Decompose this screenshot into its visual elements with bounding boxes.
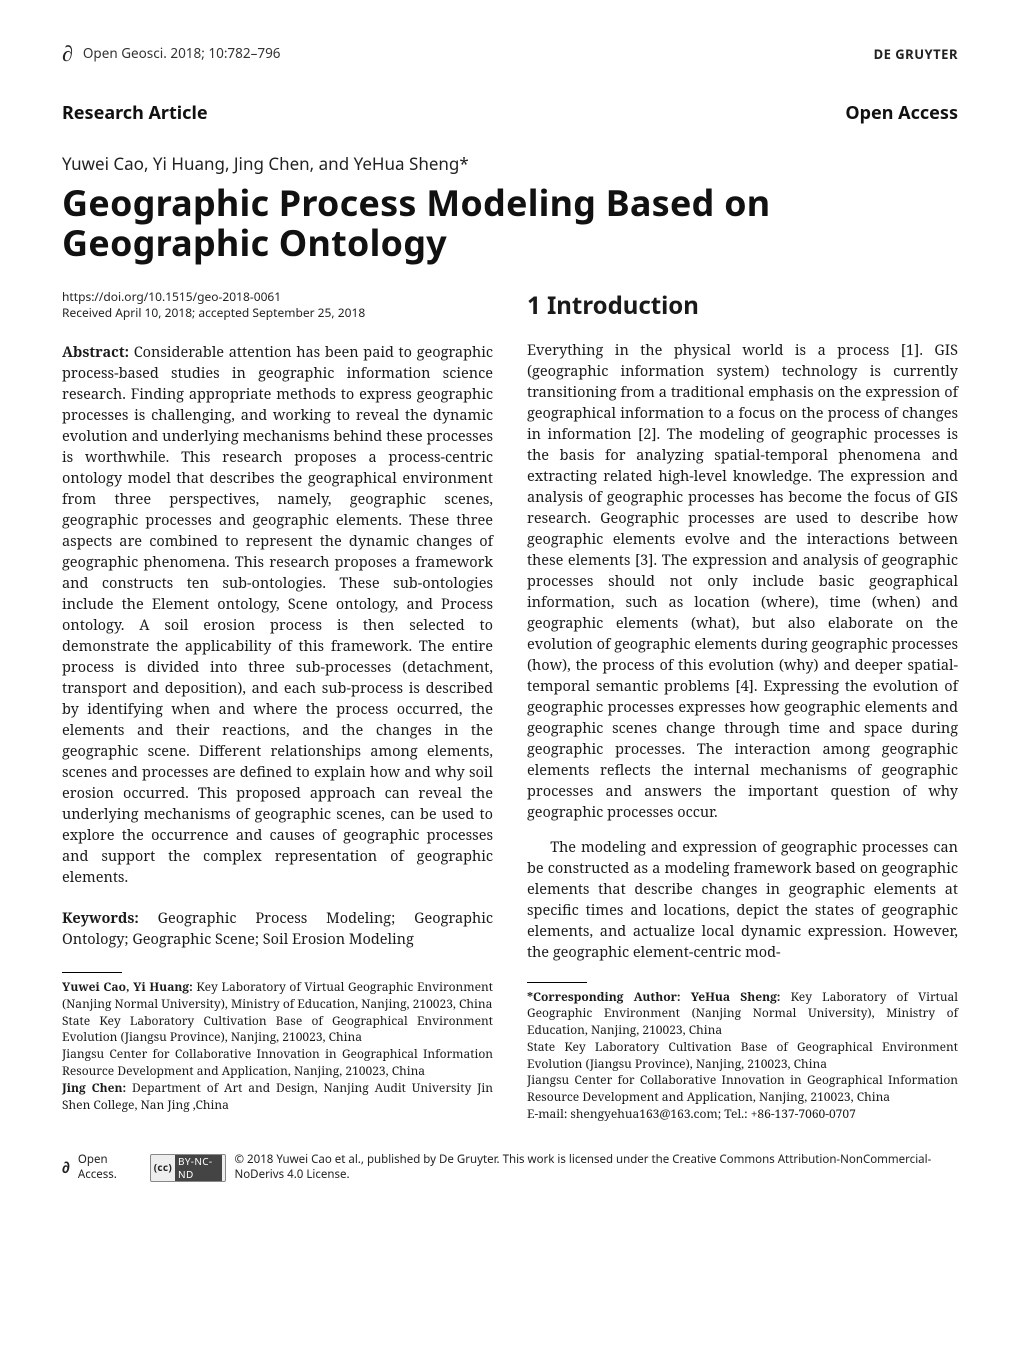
header-left: ∂ Open Geosci. 2018; 10:782–796 bbox=[62, 38, 281, 70]
affil-entry: Yuwei Cao, Yi Huang: Key Laboratory of V… bbox=[62, 979, 493, 1013]
affil-rule bbox=[62, 972, 122, 973]
open-access-text: Open Access. bbox=[78, 1153, 142, 1183]
affiliations-left: Yuwei Cao, Yi Huang: Key Laboratory of V… bbox=[62, 979, 493, 1113]
abstract-text: Considerable attention has been paid to … bbox=[62, 342, 493, 887]
affil-author-name: Jing Chen: bbox=[62, 1079, 126, 1096]
cc-terms: BY-NC-ND bbox=[175, 1155, 222, 1181]
left-column: https://doi.org/10.1515/geo-2018-0061 Re… bbox=[62, 289, 493, 1123]
journal-citation: Open Geosci. 2018; 10:782–796 bbox=[83, 44, 281, 64]
body-paragraph: Everything in the physical world is a pr… bbox=[527, 340, 958, 823]
abstract-label: Abstract: bbox=[62, 342, 129, 362]
affil-text: Department of Art and Design, Nanjing Au… bbox=[62, 1079, 493, 1113]
affil-author-name: Yuwei Cao, Yi Huang: bbox=[62, 978, 193, 995]
keywords: Keywords: Geographic Process Modeling; G… bbox=[62, 908, 493, 950]
body-paragraph: The modeling and expression of geographi… bbox=[527, 837, 958, 963]
affil-entry: Jiangsu Center for Collaborative Innovat… bbox=[527, 1072, 958, 1106]
doi-line: https://doi.org/10.1515/geo-2018-0061 bbox=[62, 289, 493, 305]
affiliations-right: *Corresponding Author: YeHua Sheng: Key … bbox=[527, 989, 958, 1123]
abstract: Abstract: Considerable attention has bee… bbox=[62, 342, 493, 888]
article-meta: https://doi.org/10.1515/geo-2018-0061 Re… bbox=[62, 289, 493, 321]
article-type-row: Research Article Open Access bbox=[62, 100, 958, 126]
license-text: © 2018 Yuwei Cao et al., published by De… bbox=[234, 1153, 958, 1183]
affil-author-name: *Corresponding Author: YeHua Sheng: bbox=[527, 988, 780, 1005]
article-title: Geographic Process Modeling Based on Geo… bbox=[62, 183, 958, 264]
affil-entry: State Key Laboratory Cultivation Base of… bbox=[527, 1039, 958, 1073]
article-type-label: Research Article bbox=[62, 100, 208, 126]
open-access-label: Open Access bbox=[845, 100, 958, 126]
affil-entry: *Corresponding Author: YeHua Sheng: Key … bbox=[527, 989, 958, 1039]
affil-rule bbox=[527, 982, 587, 983]
affil-entry: Jing Chen: Department of Art and Design,… bbox=[62, 1080, 493, 1114]
publisher-name: DE GRUYTER bbox=[874, 45, 958, 64]
affil-entry: E-mail: shengyehua163@163.com; Tel.: +86… bbox=[527, 1106, 958, 1123]
affil-entry: State Key Laboratory Cultivation Base of… bbox=[62, 1013, 493, 1047]
open-access-icon: ∂ bbox=[62, 1157, 70, 1178]
dates-line: Received April 10, 2018; accepted Septem… bbox=[62, 305, 493, 321]
section-heading: 1 Introduction bbox=[527, 289, 958, 324]
keywords-label: Keywords: bbox=[62, 908, 139, 928]
cc-icon: (cc) bbox=[154, 1161, 172, 1174]
license-footer: ∂ Open Access. (cc) BY-NC-ND © 2018 Yuwe… bbox=[62, 1153, 958, 1183]
right-column: 1 Introduction Everything in the physica… bbox=[527, 289, 958, 1123]
open-access-icon: ∂ bbox=[62, 38, 73, 70]
cc-badge-icon: (cc) BY-NC-ND bbox=[150, 1154, 227, 1182]
affil-entry: Jiangsu Center for Collaborative Innovat… bbox=[62, 1046, 493, 1080]
author-line: Yuwei Cao, Yi Huang, Jing Chen, and YeHu… bbox=[62, 152, 958, 177]
running-header: ∂ Open Geosci. 2018; 10:782–796 DE GRUYT… bbox=[62, 38, 958, 70]
body-columns: https://doi.org/10.1515/geo-2018-0061 Re… bbox=[62, 289, 958, 1123]
